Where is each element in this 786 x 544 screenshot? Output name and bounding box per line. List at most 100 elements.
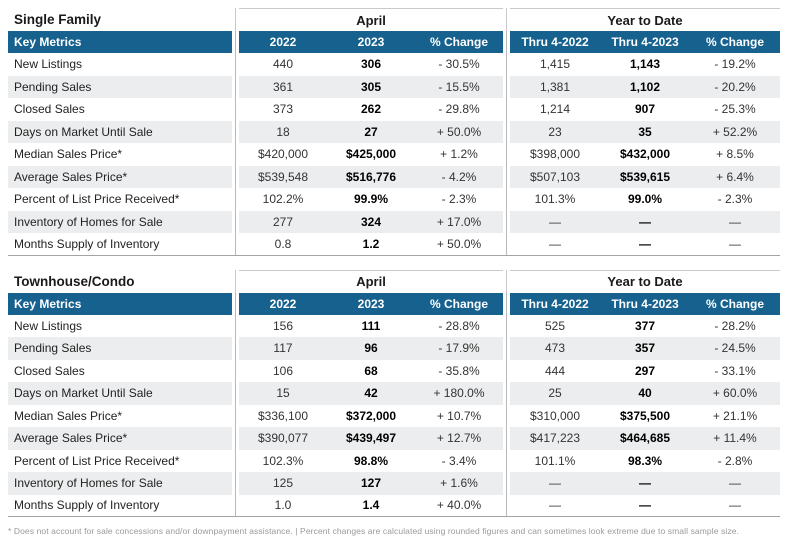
april-pct-change-value: - 3.4% [441,453,477,468]
column-group-divider [232,233,239,256]
column-group-divider [232,292,239,315]
april-2022-value: $390,077 [239,427,327,450]
ytd-pct-change-value: — [690,472,780,495]
april-2022-value: 361 [239,75,327,98]
april-pct-change-value: + 40.0% [415,495,503,517]
table-row: Median Sales Price* $336,100 $372,000 + 10.… [8,404,786,427]
column-group-divider [503,292,510,315]
townhouse-condo-header-row: Key Metrics 2022 2023 % Change Thru 4-20… [8,292,786,315]
metric-label: Pending Sales [8,75,232,98]
ytd-2022-value: — [510,472,600,495]
single-family-rows: New Listings 440 306 - 30.5% 1,415 1,143 - 19.… [8,53,786,256]
column-group-divider [232,494,239,517]
metric-label: Days on Market Until Sale [8,382,232,405]
ytd-pct-change-value: - 2.8% [717,453,753,468]
column-group-divider [503,188,510,211]
ytd-2022-value: — [510,233,600,256]
table-row: Closed Sales 373 262 - 29.8% 1,214 907 - 25.3% [8,98,786,121]
april-pct-change-value: - 28.8% [438,318,480,333]
ytd-2023-value: 297 [634,363,656,378]
april-pct-change-value: + 10.7% [436,408,482,423]
ytd-2022-value: $507,103 [510,165,600,188]
ytd-2022-value: — [510,495,600,517]
ytd-pct-change-value: — [690,495,780,517]
metric-label: New Listings [14,57,83,72]
april-2022-value: 117 [239,337,327,360]
ytd-2023-value: $539,615 [600,165,690,188]
april-2023-header: 2023 [327,31,415,53]
table-row: Days on Market Until Sale 15 42 + 180.0% 25 4… [8,382,786,405]
april-2022-value: 18 [239,120,327,143]
april-pct-change-value: + 1.2% [440,147,478,162]
april-pct-change-value: + 12.7% [415,427,503,450]
key-metrics-header: Key Metrics [8,31,232,53]
table-row: Percent of List Price Received* 102.2% 99.… [8,188,786,211]
metric-label: Closed Sales [14,102,85,117]
column-group-divider [232,337,239,360]
april-pct-change-value: - 29.8% [438,102,480,117]
ytd-pct-change-value: + 6.4% [690,165,780,188]
column-group-divider [232,359,239,382]
ytd-2022-header: Thru 4-2022 [510,31,600,53]
table-row: Median Sales Price* $420,000 $425,000 + 1.2… [8,143,786,166]
april-2023-value: $372,000 [345,408,397,423]
ytd-pct-change-value: - 33.1% [714,363,756,378]
april-2022-value: $420,000 [257,147,309,162]
table-row: Percent of List Price Received* 102.3% 98.… [8,449,786,472]
ytd-2023-value: $375,500 [619,408,671,423]
april-2023-value: $516,776 [327,165,415,188]
ytd-pct-change-header: % Change [690,31,780,53]
april-2022-value: 106 [272,363,294,378]
april-2022-value: $336,100 [257,408,309,423]
ytd-2023-value: 1,143 [629,57,661,72]
april-2022-value: 156 [272,318,294,333]
april-2023-value: $439,497 [327,427,415,450]
single-family-title-row: Single Family April Year to Date [8,8,786,31]
ytd-2022-value: $417,223 [510,427,600,450]
april-2022-header: 2022 [239,31,327,53]
metric-label: Median Sales Price* [14,147,123,162]
april-2023-value: 96 [327,337,415,360]
april-pct-change-value: + 50.0% [415,120,503,143]
ytd-2022-value: 525 [544,318,566,333]
ytd-2023-value: 40 [600,382,690,405]
column-group-divider [232,427,239,450]
column-group-divider [232,75,239,98]
column-group-divider [232,269,239,293]
april-2023-value: 305 [327,75,415,98]
column-group-divider [503,143,510,166]
ytd-2023-value: $432,000 [619,147,671,162]
ytd-pct-change-header: % Change [690,292,780,315]
table-row: Inventory of Homes for Sale 277 324 + 17.0%… [8,210,786,233]
metric-label: Pending Sales [8,337,232,360]
ytd-2023-value: — [600,233,690,256]
ytd-2022-value: 25 [510,382,600,405]
column-group-divider [232,472,239,495]
ytd-2023-value: 357 [600,337,690,360]
metric-label: Percent of List Price Received* [14,453,180,468]
april-2023-value: 127 [327,472,415,495]
section-title: Single Family [14,12,102,27]
april-2023-value: 111 [361,318,381,333]
metric-label: Inventory of Homes for Sale [8,472,232,495]
april-2023-value: 324 [327,210,415,233]
ytd-2022-value: 444 [544,363,566,378]
footnote: * Does not account for sale concessions … [8,526,740,536]
ytd-2023-value: 377 [634,318,656,333]
ytd-2022-value: $310,000 [529,408,581,423]
column-group-divider [232,98,239,121]
column-group-divider [503,210,510,233]
column-group-divider [503,120,510,143]
april-2023-header: 2023 [327,292,415,315]
april-2023-value: 262 [360,102,382,117]
ytd-pct-change-value: + 21.1% [712,408,758,423]
column-group-divider [232,165,239,188]
april-2023-value: 98.8% [353,453,389,468]
table-row: Closed Sales 106 68 - 35.8% 444 297 - 33.1% [8,359,786,382]
column-group-divider [503,404,510,427]
ytd-pct-change-value: — [690,233,780,256]
column-group-divider [503,449,510,472]
ytd-2022-value: — [510,210,600,233]
metric-label: Inventory of Homes for Sale [8,210,232,233]
